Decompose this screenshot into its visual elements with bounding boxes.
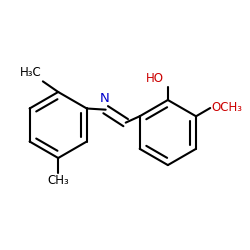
Text: CH₃: CH₃ <box>47 174 69 187</box>
Text: HO: HO <box>146 72 164 85</box>
Text: H₃C: H₃C <box>20 66 42 79</box>
Text: N: N <box>100 92 110 106</box>
Text: OCH₃: OCH₃ <box>211 101 242 114</box>
